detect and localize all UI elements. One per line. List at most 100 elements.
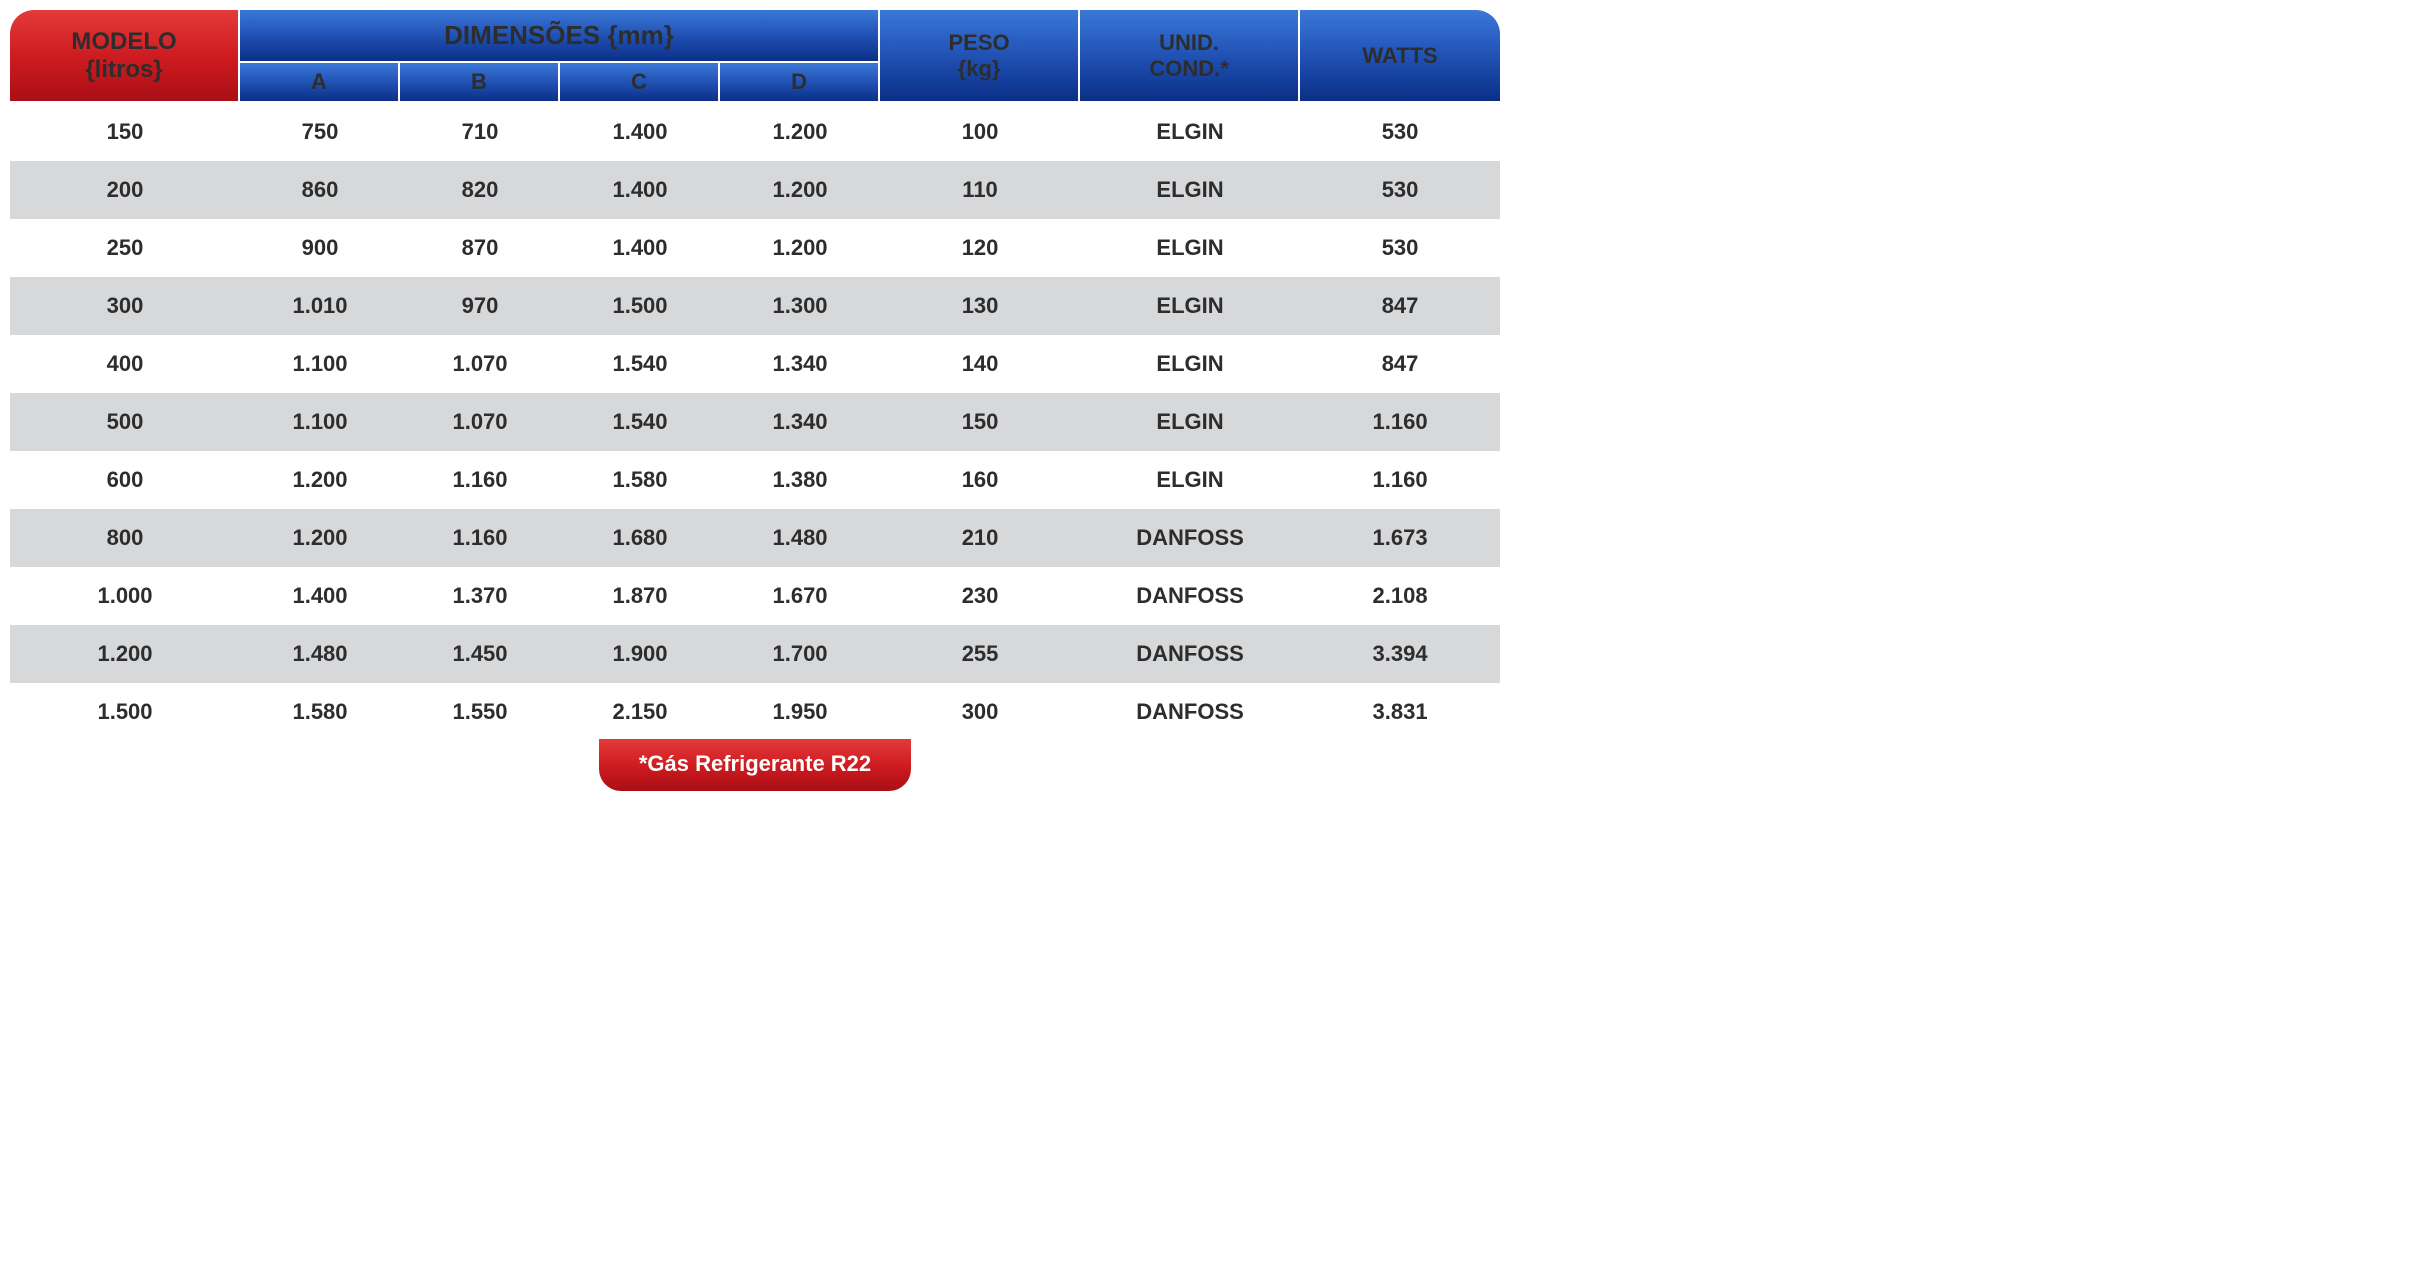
cell-watts: 530 xyxy=(1300,219,1500,277)
cell-modelo: 1.200 xyxy=(10,625,240,683)
cell-unid: ELGIN xyxy=(1080,161,1300,219)
cell-a: 1.100 xyxy=(240,335,400,393)
cell-modelo: 800 xyxy=(10,509,240,567)
unid-label-2: COND.* xyxy=(1149,56,1228,81)
cell-b: 1.450 xyxy=(400,625,560,683)
cell-d: 1.200 xyxy=(720,219,880,277)
unid-label-1: UNID. xyxy=(1159,30,1219,55)
cell-modelo: 300 xyxy=(10,277,240,335)
cell-peso: 120 xyxy=(880,219,1080,277)
cell-c: 1.500 xyxy=(560,277,720,335)
cell-c: 1.580 xyxy=(560,451,720,509)
cell-peso: 230 xyxy=(880,567,1080,625)
cell-a: 1.200 xyxy=(240,509,400,567)
cell-peso: 140 xyxy=(880,335,1080,393)
cell-unid: DANFOSS xyxy=(1080,625,1300,683)
col-dimensoes: DIMENSÕES {mm} xyxy=(240,10,880,63)
cell-b: 1.160 xyxy=(400,451,560,509)
cell-unid: DANFOSS xyxy=(1080,683,1300,741)
cell-watts: 847 xyxy=(1300,277,1500,335)
cell-c: 1.870 xyxy=(560,567,720,625)
cell-a: 1.580 xyxy=(240,683,400,741)
table-row: 2509008701.4001.200120ELGIN530 xyxy=(10,219,1500,277)
cell-modelo: 600 xyxy=(10,451,240,509)
table-row: 1507507101.4001.200100ELGIN530 xyxy=(10,103,1500,161)
cell-d: 1.700 xyxy=(720,625,880,683)
cell-modelo: 1.500 xyxy=(10,683,240,741)
cell-b: 870 xyxy=(400,219,560,277)
cell-d: 1.300 xyxy=(720,277,880,335)
cell-unid: ELGIN xyxy=(1080,277,1300,335)
cell-modelo: 400 xyxy=(10,335,240,393)
cell-b: 820 xyxy=(400,161,560,219)
cell-unid: ELGIN xyxy=(1080,393,1300,451)
cell-a: 1.200 xyxy=(240,451,400,509)
cell-b: 970 xyxy=(400,277,560,335)
table-row: 5001.1001.0701.5401.340150ELGIN1.160 xyxy=(10,393,1500,451)
cell-watts: 1.160 xyxy=(1300,451,1500,509)
cell-d: 1.200 xyxy=(720,161,880,219)
cell-peso: 160 xyxy=(880,451,1080,509)
cell-peso: 300 xyxy=(880,683,1080,741)
cell-d: 1.340 xyxy=(720,335,880,393)
modelo-label-1: MODELO xyxy=(71,28,176,55)
cell-d: 1.340 xyxy=(720,393,880,451)
cell-a: 1.400 xyxy=(240,567,400,625)
cell-modelo: 500 xyxy=(10,393,240,451)
footnote: *Gás Refrigerante R22 xyxy=(599,739,911,791)
cell-peso: 150 xyxy=(880,393,1080,451)
cell-peso: 100 xyxy=(880,103,1080,161)
cell-unid: ELGIN xyxy=(1080,451,1300,509)
cell-a: 900 xyxy=(240,219,400,277)
col-dim-c: C xyxy=(560,63,720,103)
cell-b: 1.370 xyxy=(400,567,560,625)
table-row: 1.5001.5801.5502.1501.950300DANFOSS3.831 xyxy=(10,683,1500,741)
cell-modelo: 150 xyxy=(10,103,240,161)
col-dim-b: B xyxy=(400,63,560,103)
col-peso: PESO {kg} xyxy=(880,10,1080,103)
cell-d: 1.950 xyxy=(720,683,880,741)
cell-modelo: 250 xyxy=(10,219,240,277)
table-row: 1.2001.4801.4501.9001.700255DANFOSS3.394 xyxy=(10,625,1500,683)
cell-d: 1.670 xyxy=(720,567,880,625)
modelo-label-2: {litros} xyxy=(85,56,162,83)
cell-unid: DANFOSS xyxy=(1080,567,1300,625)
peso-label-1: PESO xyxy=(948,30,1009,55)
cell-a: 1.100 xyxy=(240,393,400,451)
cell-a: 860 xyxy=(240,161,400,219)
cell-a: 750 xyxy=(240,103,400,161)
table-row: 6001.2001.1601.5801.380160ELGIN1.160 xyxy=(10,451,1500,509)
cell-watts: 3.394 xyxy=(1300,625,1500,683)
cell-watts: 847 xyxy=(1300,335,1500,393)
cell-b: 710 xyxy=(400,103,560,161)
cell-unid: ELGIN xyxy=(1080,335,1300,393)
cell-b: 1.160 xyxy=(400,509,560,567)
cell-c: 2.150 xyxy=(560,683,720,741)
cell-c: 1.400 xyxy=(560,161,720,219)
col-unid: UNID. COND.* xyxy=(1080,10,1300,103)
cell-c: 1.900 xyxy=(560,625,720,683)
cell-watts: 530 xyxy=(1300,103,1500,161)
cell-watts: 1.673 xyxy=(1300,509,1500,567)
col-watts: WATTS xyxy=(1300,10,1500,103)
cell-unid: ELGIN xyxy=(1080,219,1300,277)
table-row: 3001.0109701.5001.300130ELGIN847 xyxy=(10,277,1500,335)
cell-c: 1.400 xyxy=(560,219,720,277)
cell-d: 1.200 xyxy=(720,103,880,161)
cell-peso: 130 xyxy=(880,277,1080,335)
cell-b: 1.070 xyxy=(400,335,560,393)
cell-b: 1.070 xyxy=(400,393,560,451)
table-header: MODELO {litros} DIMENSÕES {mm} PESO {kg}… xyxy=(10,10,1500,103)
spec-table: MODELO {litros} DIMENSÕES {mm} PESO {kg}… xyxy=(10,10,1500,741)
cell-a: 1.010 xyxy=(240,277,400,335)
cell-watts: 3.831 xyxy=(1300,683,1500,741)
cell-watts: 2.108 xyxy=(1300,567,1500,625)
cell-modelo: 1.000 xyxy=(10,567,240,625)
table-row: 1.0001.4001.3701.8701.670230DANFOSS2.108 xyxy=(10,567,1500,625)
cell-watts: 1.160 xyxy=(1300,393,1500,451)
cell-peso: 110 xyxy=(880,161,1080,219)
col-modelo: MODELO {litros} xyxy=(10,10,240,103)
cell-modelo: 200 xyxy=(10,161,240,219)
cell-c: 1.540 xyxy=(560,393,720,451)
cell-unid: ELGIN xyxy=(1080,103,1300,161)
